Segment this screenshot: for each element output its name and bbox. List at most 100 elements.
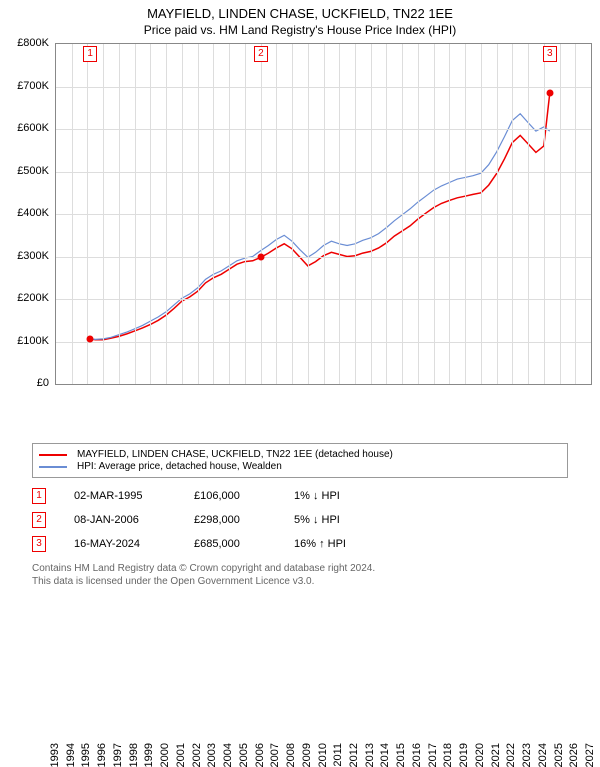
gridline-vertical [135,44,136,384]
y-tick-label: £200K [17,292,55,304]
x-tick-label: 2023 [521,743,533,767]
x-tick-label: 2024 [537,743,549,767]
x-tick-label: 2011 [332,743,344,767]
legend-item: MAYFIELD, LINDEN CHASE, UCKFIELD, TN22 1… [39,449,561,460]
x-tick-label: 2002 [191,743,203,767]
x-tick-label: 1997 [112,743,124,767]
x-tick-label: 2001 [175,743,187,767]
gridline-vertical [371,44,372,384]
y-tick-label: £700K [17,80,55,92]
x-tick-label: 2016 [411,743,423,767]
y-tick-label: £300K [17,250,55,262]
sale-date: 02-MAR-1995 [74,490,194,502]
y-tick-label: £800K [17,37,55,49]
marker-dot [546,89,553,96]
sale-marker-icon: 3 [32,536,46,552]
gridline-vertical [449,44,450,384]
gridline-vertical [213,44,214,384]
x-tick-label: 1993 [49,743,61,767]
y-tick-label: £0 [37,377,55,389]
marker-dot [257,254,264,261]
gridline-vertical [355,44,356,384]
x-tick-label: 1999 [143,743,155,767]
gridline-vertical [481,44,482,384]
sale-marker-icon: 2 [32,512,46,528]
sale-price: £298,000 [194,514,294,526]
gridline-vertical [386,44,387,384]
marker-box: 2 [254,46,268,62]
gridline-vertical [103,44,104,384]
x-tick-label: 2026 [568,743,580,767]
sale-date: 08-JAN-2006 [74,514,194,526]
sale-row: 2 08-JAN-2006 £298,000 5% ↓ HPI [32,508,568,532]
gridline-vertical [150,44,151,384]
gridline-vertical [308,44,309,384]
gridline-vertical [166,44,167,384]
x-tick-label: 2017 [427,743,439,767]
x-tick-label: 2019 [458,743,470,767]
footer-line: Contains HM Land Registry data © Crown c… [32,562,568,575]
sale-price: £106,000 [194,490,294,502]
gridline-vertical [575,44,576,384]
x-tick-label: 2009 [301,743,313,767]
x-tick-label: 2014 [379,743,391,767]
gridline-vertical [339,44,340,384]
x-tick-label: 2013 [364,743,376,767]
sale-delta: 1% ↓ HPI [294,490,414,502]
chart-container: MAYFIELD, LINDEN CHASE, UCKFIELD, TN22 1… [0,0,600,596]
sale-delta: 5% ↓ HPI [294,514,414,526]
gridline-vertical [292,44,293,384]
legend: MAYFIELD, LINDEN CHASE, UCKFIELD, TN22 1… [32,443,568,478]
y-tick-label: £400K [17,207,55,219]
x-tick-label: 2005 [238,743,250,767]
gridline-vertical [182,44,183,384]
x-tick-label: 2018 [442,743,454,767]
gridline-vertical [560,44,561,384]
footer-line: This data is licensed under the Open Gov… [32,575,568,588]
gridline-vertical [276,44,277,384]
x-tick-label: 1996 [96,743,108,767]
legend-swatch [39,466,67,468]
marker-dot [87,335,94,342]
x-tick-label: 2021 [490,743,502,767]
x-tick-label: 2012 [348,743,360,767]
gridline-vertical [229,44,230,384]
x-tick-label: 1995 [80,743,92,767]
gridline-vertical [72,44,73,384]
x-tick-label: 2015 [395,743,407,767]
x-tick-label: 2008 [285,743,297,767]
gridline-vertical [418,44,419,384]
x-tick-label: 2004 [222,743,234,767]
gridline-vertical [528,44,529,384]
x-tick-label: 1994 [65,743,77,767]
gridline-vertical [465,44,466,384]
y-tick-label: £600K [17,122,55,134]
plot-area: 123 [55,43,592,385]
gridline-vertical [544,44,545,384]
y-tick-label: £500K [17,165,55,177]
sales-table: 1 02-MAR-1995 £106,000 1% ↓ HPI 2 08-JAN… [32,484,568,556]
sale-row: 3 16-MAY-2024 £685,000 16% ↑ HPI [32,532,568,556]
legend-item: HPI: Average price, detached house, Weal… [39,461,561,472]
gridline-vertical [245,44,246,384]
plot-wrapper: 123 £0£100K£200K£300K£400K£500K£600K£700… [55,43,590,403]
x-tick-label: 2000 [159,743,171,767]
footer-attribution: Contains HM Land Registry data © Crown c… [32,562,568,596]
gridline-vertical [198,44,199,384]
x-tick-label: 2007 [269,743,281,767]
gridline-vertical [512,44,513,384]
marker-box: 1 [83,46,97,62]
gridline-vertical [261,44,262,384]
gridline-vertical [497,44,498,384]
gridline-vertical [402,44,403,384]
x-tick-label: 2020 [474,743,486,767]
x-tick-label: 2010 [317,743,329,767]
x-tick-label: 2027 [584,743,596,767]
sale-price: £685,000 [194,538,294,550]
x-tick-label: 2025 [553,743,565,767]
sale-delta: 16% ↑ HPI [294,538,414,550]
gridline-vertical [119,44,120,384]
gridline-vertical [434,44,435,384]
sale-date: 16-MAY-2024 [74,538,194,550]
gridline-vertical [87,44,88,384]
